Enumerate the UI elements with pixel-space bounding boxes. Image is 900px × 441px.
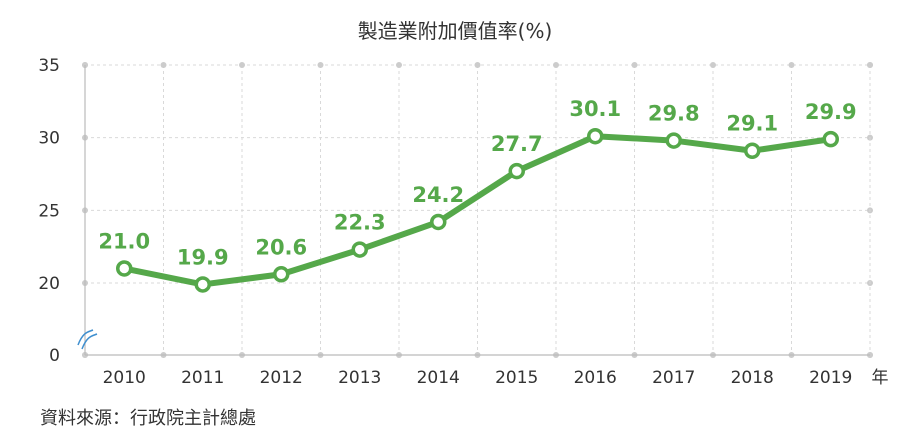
x-grid-dot: [396, 62, 402, 68]
source-note: 資料來源：行政院主計總處: [40, 408, 256, 429]
data-labels: 21.0 19.9 20.6 22.3 24.2 27.7 30.1 29.8 29.1 29.9: [98, 97, 856, 269]
data-label: 21.0: [98, 229, 150, 253]
x-unit-label: 年: [872, 368, 889, 388]
x-grid-dot: [710, 62, 716, 68]
x-grid-dot: [317, 62, 324, 68]
data-label: 22.3: [334, 211, 386, 235]
data-label: 29.1: [726, 112, 778, 136]
data-point: [822, 130, 839, 148]
x-tick-label: 2017: [652, 368, 695, 388]
data-point: [116, 260, 133, 277]
y-tick-label: 25: [38, 201, 60, 221]
y-tick-label: 30: [38, 129, 60, 149]
data-point: [744, 142, 761, 159]
x-tick-label: 2018: [731, 368, 774, 388]
x-tick-label: 2014: [417, 368, 460, 388]
data-label: 24.2: [412, 183, 464, 207]
data-label: 29.8: [648, 102, 700, 126]
data-point: [194, 276, 211, 293]
x-grid-dot: [474, 62, 481, 68]
x-tick-label: 2013: [338, 368, 381, 388]
data-label: 29.9: [805, 100, 857, 124]
y-tick-label: 20: [38, 274, 60, 294]
data-point: [665, 132, 682, 149]
x-tick-label: 2016: [574, 368, 617, 388]
x-tick-label: 2015: [495, 368, 538, 388]
grid: [82, 62, 873, 358]
x-grid-dot: [160, 62, 167, 68]
y-tick-label: 35: [38, 56, 60, 76]
data-point: [508, 162, 525, 180]
series-line: [121, 133, 834, 288]
data-label: 19.9: [177, 245, 229, 269]
x-tick-label: 2012: [260, 368, 303, 388]
axis-break-icon-line-2: [81, 333, 98, 350]
x-tick-label: 2011: [181, 368, 224, 388]
data-label: 20.6: [255, 235, 307, 259]
data-label: 27.7: [491, 132, 543, 156]
x-tick-label: 2010: [103, 368, 146, 388]
x-grid-dot: [631, 62, 638, 68]
data-point: [587, 127, 604, 145]
x-grid-dot: [553, 62, 559, 68]
line-chart: 製造業附加價值率(%) 0 20 25 30 35 2010 2011 2012 2013 201…: [38, 19, 889, 388]
data-point: [273, 266, 290, 283]
series: [116, 127, 839, 293]
data-point: [430, 213, 447, 231]
data-label: 30.1: [569, 97, 621, 121]
x-grid-dot: [788, 62, 795, 68]
axis-break-icon: [77, 329, 94, 346]
y-tick-label: 0: [49, 346, 60, 366]
axis-break-marker: [77, 329, 98, 350]
data-point: [351, 241, 368, 258]
axes: 0 20 25 30 35 2010 2011 2012 2013 2014 2015 2016 201…: [38, 56, 870, 388]
x-grid-dot: [867, 62, 873, 68]
chart-title: 製造業附加價值率(%): [358, 19, 553, 43]
x-tick-label: 2019: [809, 368, 852, 388]
x-grid-dot: [239, 62, 245, 68]
